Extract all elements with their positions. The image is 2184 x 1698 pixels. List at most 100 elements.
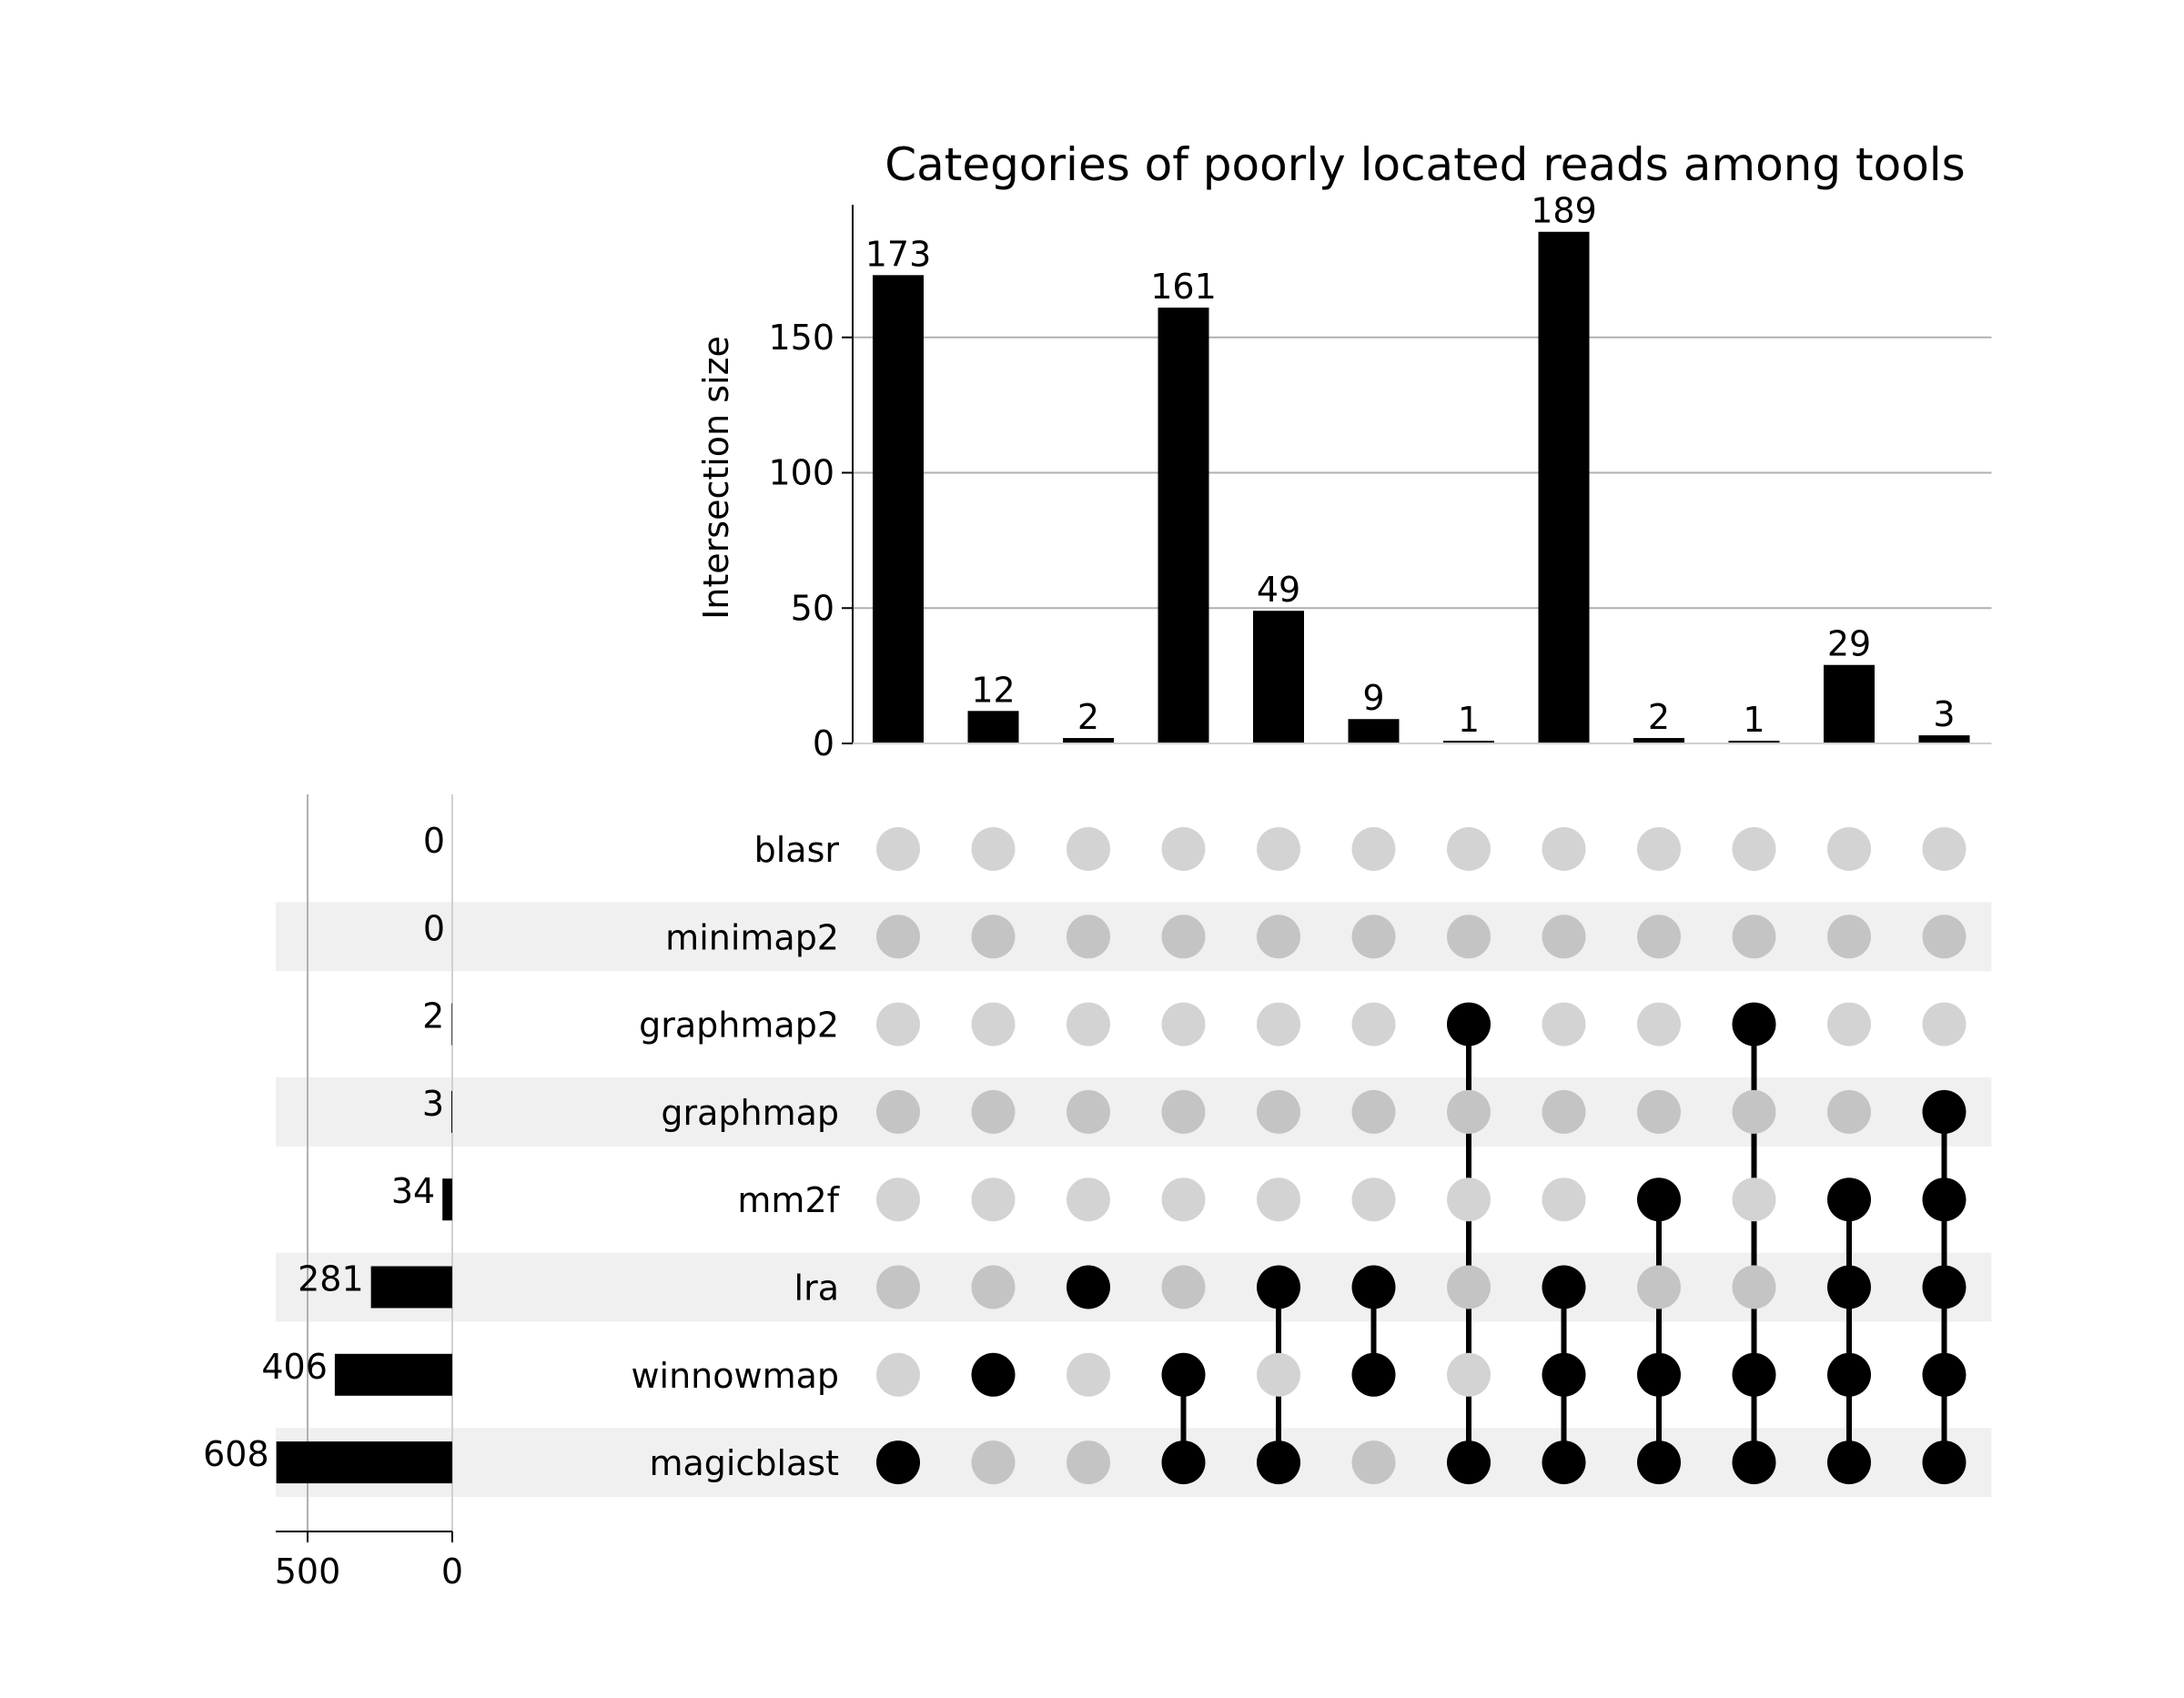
member-dot-empty: [1922, 1002, 1967, 1046]
member-dot-empty: [1351, 1089, 1396, 1134]
member-dot-filled: [1922, 1177, 1967, 1222]
intersection-bars: 173 12 2 161 49 9 1 189 2 1 29 3: [865, 191, 1970, 743]
member-dot-filled: [1637, 1440, 1681, 1485]
set-label: graphmap: [661, 1093, 839, 1133]
member-dot-empty: [1351, 1440, 1396, 1485]
member-dot-empty: [1257, 915, 1300, 959]
member-dot-empty: [1542, 915, 1586, 959]
member-dot-empty: [1732, 915, 1776, 959]
member-dot-empty: [1542, 1002, 1586, 1046]
set-size-bar: [334, 1353, 452, 1396]
member-dot-empty: [1827, 915, 1871, 959]
bar-value-label: 12: [971, 670, 1015, 710]
bar-value-label: 173: [865, 234, 932, 274]
member-dot-empty: [1351, 915, 1396, 959]
member-dot-empty: [1351, 1002, 1396, 1046]
row-stripe: [276, 1428, 1992, 1498]
set-label: winnowmap: [631, 1356, 839, 1396]
member-dot-filled: [1732, 1002, 1776, 1046]
member-dot-filled: [1447, 1440, 1491, 1485]
bar-value-label: 29: [1827, 624, 1871, 664]
member-dot-empty: [971, 1177, 1016, 1222]
intersection-bar: [1918, 735, 1970, 743]
member-dot-filled: [1732, 1352, 1776, 1397]
member-dot-empty: [876, 1089, 920, 1134]
member-dot-empty: [1161, 1265, 1206, 1309]
bar-value-label: 2: [1648, 697, 1670, 737]
member-dot-empty: [876, 1177, 920, 1222]
bar-value-label: 1: [1743, 700, 1764, 740]
member-dot-filled: [1827, 1265, 1871, 1309]
intersection-bar: [967, 711, 1019, 743]
member-dot-empty: [1922, 915, 1967, 959]
member-dot-empty: [876, 827, 920, 871]
member-dot-empty: [1447, 1352, 1491, 1397]
bar-value-label: 1: [1458, 700, 1480, 740]
member-dot-empty: [1257, 1352, 1300, 1397]
member-dot-empty: [971, 915, 1016, 959]
member-dot-empty: [1447, 827, 1491, 871]
member-dot-empty: [1922, 827, 1967, 871]
y-tick-label: 100: [768, 453, 834, 493]
member-dot-filled: [1637, 1177, 1681, 1222]
member-dot-filled: [1922, 1265, 1967, 1309]
member-dot-empty: [1637, 827, 1681, 871]
member-dot-empty: [1067, 1440, 1110, 1485]
set-size-label: 3: [422, 1084, 444, 1124]
member-dot-empty: [1732, 1089, 1776, 1134]
member-dot-empty: [1161, 1089, 1206, 1134]
member-dot-empty: [1067, 1352, 1110, 1397]
member-dot-empty: [1257, 1177, 1300, 1222]
set-label: mm2f: [737, 1180, 840, 1220]
y-tick-label: 150: [768, 318, 834, 358]
bar-value-label: 2: [1077, 697, 1099, 737]
member-dot-empty: [1637, 1089, 1681, 1134]
row-stripe: [276, 1252, 1992, 1322]
set-size-bar: [451, 1090, 452, 1133]
member-dot-empty: [1067, 827, 1110, 871]
intersection-bar: [1348, 719, 1400, 743]
bar-value-label: 189: [1531, 191, 1597, 231]
member-dot-empty: [971, 827, 1016, 871]
member-dot-empty: [1257, 827, 1300, 871]
member-dot-empty: [1447, 915, 1491, 959]
intersection-bar: [1063, 738, 1114, 743]
member-dot-filled: [1922, 1089, 1967, 1134]
gridlines: [853, 336, 1992, 610]
member-dot-filled: [1351, 1265, 1396, 1309]
member-dot-empty: [1827, 1089, 1871, 1134]
intersection-bar: [1253, 611, 1304, 743]
membership-matrix: [876, 827, 1967, 1485]
set-size-bar: [451, 1003, 452, 1046]
member-dot-empty: [1542, 827, 1586, 871]
member-dot-empty: [1542, 1089, 1586, 1134]
member-dot-empty: [1161, 1002, 1206, 1046]
set-size-label: 34: [391, 1171, 435, 1211]
member-dot-empty: [1732, 1265, 1776, 1309]
member-dot-empty: [1351, 1177, 1396, 1222]
intersection-bar: [1633, 738, 1684, 743]
row-stripes: [276, 902, 1992, 1498]
set-size-tick-label: 500: [275, 1551, 341, 1592]
member-dot-filled: [1067, 1265, 1110, 1309]
member-dot-empty: [1637, 1265, 1681, 1309]
member-dot-empty: [1351, 827, 1396, 871]
intersection-bar: [1443, 741, 1494, 743]
set-size-bars: 0 0 2 3 34 281 406 608 500 0: [203, 794, 463, 1592]
y-axis-label: Intersection size: [696, 336, 736, 620]
member-dot-filled: [1827, 1352, 1871, 1397]
set-size-bar: [370, 1266, 452, 1309]
intersection-bar: [1158, 308, 1209, 743]
member-dot-empty: [1067, 1089, 1110, 1134]
member-dot-empty: [1067, 1177, 1110, 1222]
row-stripe: [276, 902, 1992, 972]
member-dot-filled: [1542, 1440, 1586, 1485]
member-dot-empty: [1447, 1265, 1491, 1309]
member-dot-empty: [1257, 1002, 1300, 1046]
member-dot-empty: [876, 1002, 920, 1046]
member-dot-empty: [971, 1089, 1016, 1134]
member-dot-filled: [971, 1352, 1016, 1397]
chart-title: Categories of poorly located reads among…: [885, 138, 1965, 191]
member-dot-empty: [1257, 1089, 1300, 1134]
